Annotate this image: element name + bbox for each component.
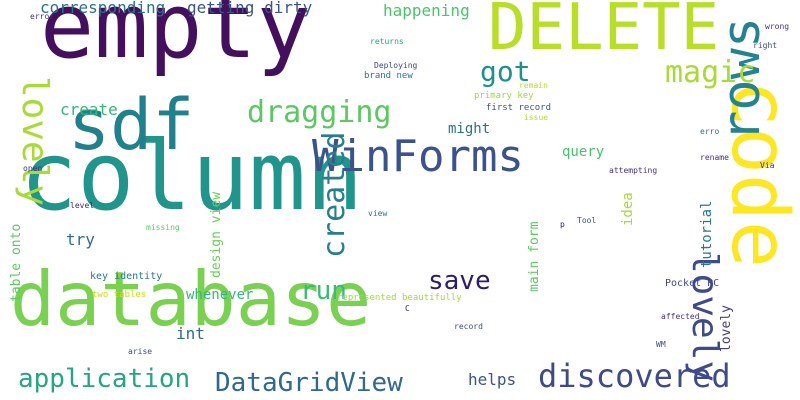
word-delete: DELETE	[488, 0, 720, 65]
word-winforms: WinForms	[312, 131, 524, 182]
word-create: create	[60, 100, 118, 119]
word-idea: idea	[620, 192, 636, 226]
word-datagridview: DataGridView	[215, 368, 403, 398]
word-query: query	[562, 144, 605, 160]
word-brand-new: brand new	[364, 71, 413, 81]
word-returns: returns	[370, 37, 404, 46]
word-tutorial: tutorial	[699, 200, 715, 268]
word-arise: arise	[128, 347, 153, 356]
word-erro: erro	[700, 127, 720, 136]
word-main-form: main form	[527, 221, 542, 292]
word-c: C	[405, 304, 410, 313]
word-missing: missing	[146, 223, 180, 232]
word-might: might	[448, 121, 491, 137]
word-table-onto: table onto	[9, 223, 24, 302]
word-dragging: dragging	[247, 95, 392, 130]
word-wm: WM	[656, 340, 666, 349]
word-level: level	[70, 201, 95, 210]
word-lovely-left: lovely	[14, 76, 55, 207]
word-try: try	[66, 230, 95, 249]
word-first-record: first record	[486, 103, 552, 113]
word-corresponding: corresponding	[40, 0, 166, 17]
word-database: database	[10, 255, 372, 343]
word-created: created	[317, 131, 352, 258]
word-open: open	[23, 164, 43, 173]
word-design-view: design view	[209, 191, 224, 278]
word-application: application	[18, 364, 191, 394]
word-two-tables: two tables	[92, 290, 147, 300]
word-right: right	[753, 41, 778, 50]
word-run: run	[300, 276, 347, 306]
word-view: view	[368, 209, 388, 218]
word-pocket-pc: Pocket PC	[665, 278, 720, 289]
word-helps: helps	[468, 370, 517, 389]
word-issue: issue	[524, 113, 549, 122]
word-happening: happening	[383, 1, 470, 20]
word-represented-beautifully: represented beautifully	[337, 293, 462, 303]
word-error: error	[30, 12, 55, 21]
word-getting-dirty: getting dirty	[187, 0, 313, 17]
word-magic: magic	[665, 55, 756, 90]
word-pp: pp	[778, 0, 800, 10]
word-sdf: sdf	[68, 84, 195, 166]
word-discovered: discovered	[538, 357, 731, 395]
word-record: record	[454, 322, 483, 331]
word-attempting: attempting	[609, 166, 658, 175]
word-column: column	[20, 122, 364, 232]
word-deploying: Deploying	[374, 61, 418, 70]
word-save: save	[428, 266, 491, 296]
word-remain: remain	[519, 81, 548, 90]
word-via: Via	[760, 161, 775, 170]
word-key-identity: key identity	[90, 271, 163, 282]
word-rename: rename	[700, 153, 729, 162]
word-got: got	[480, 55, 531, 88]
word-primary-key: primary key	[474, 91, 534, 101]
word-tool: Tool	[577, 216, 597, 225]
word-whenever: whenever	[186, 287, 254, 303]
word-affected: affected	[661, 312, 700, 321]
word-lovely-small: lovely	[719, 305, 734, 352]
word-int: int	[176, 324, 205, 343]
word-wrong: wrong	[765, 22, 790, 31]
word-p: p	[560, 220, 565, 229]
word-empty: empty	[40, 0, 311, 79]
